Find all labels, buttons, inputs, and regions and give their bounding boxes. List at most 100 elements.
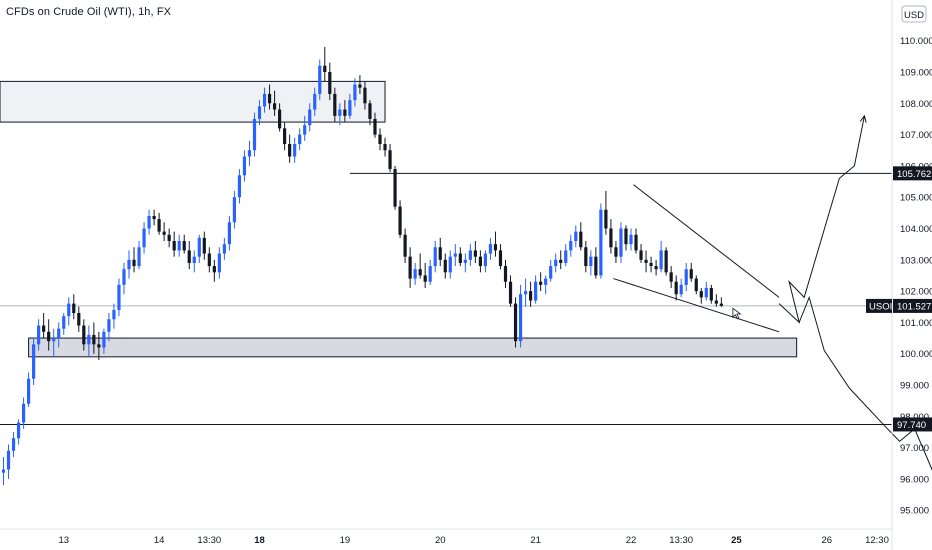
candle[interactable] bbox=[303, 115, 307, 141]
candle[interactable] bbox=[257, 100, 262, 126]
candle[interactable] bbox=[614, 241, 618, 263]
candle[interactable] bbox=[82, 319, 86, 351]
candle[interactable] bbox=[408, 247, 412, 288]
candle[interactable] bbox=[157, 212, 161, 235]
candle[interactable] bbox=[21, 397, 26, 429]
candle[interactable] bbox=[162, 222, 166, 242]
candle[interactable] bbox=[152, 209, 156, 226]
candle[interactable] bbox=[659, 241, 663, 273]
candle[interactable] bbox=[529, 281, 533, 307]
candle[interactable] bbox=[634, 228, 638, 254]
candle[interactable] bbox=[132, 247, 136, 273]
candle[interactable] bbox=[513, 297, 518, 348]
candle[interactable] bbox=[714, 294, 718, 307]
candle[interactable] bbox=[649, 256, 653, 273]
candle[interactable] bbox=[328, 62, 332, 101]
candle[interactable] bbox=[6, 444, 11, 479]
candle[interactable] bbox=[478, 250, 482, 273]
candle[interactable] bbox=[564, 244, 568, 267]
candle[interactable] bbox=[498, 244, 503, 270]
candle[interactable] bbox=[393, 165, 397, 210]
candle[interactable] bbox=[42, 313, 46, 339]
candle[interactable] bbox=[47, 319, 51, 351]
candle[interactable] bbox=[97, 331, 101, 360]
candle[interactable] bbox=[428, 259, 432, 285]
candle[interactable] bbox=[599, 203, 603, 279]
candle[interactable] bbox=[142, 222, 146, 254]
candle[interactable] bbox=[172, 231, 176, 257]
wedge-upper-line[interactable] bbox=[633, 184, 780, 298]
candle[interactable] bbox=[549, 259, 553, 282]
candle[interactable] bbox=[92, 322, 96, 354]
candle[interactable] bbox=[67, 297, 71, 326]
candle[interactable] bbox=[288, 134, 292, 163]
candle[interactable] bbox=[278, 103, 282, 132]
candle[interactable] bbox=[654, 259, 658, 276]
candle[interactable] bbox=[77, 306, 81, 332]
candle[interactable] bbox=[117, 278, 121, 317]
candle[interactable] bbox=[363, 81, 367, 110]
candle[interactable] bbox=[534, 275, 538, 304]
candle[interactable] bbox=[323, 46, 327, 82]
candle[interactable] bbox=[353, 78, 357, 107]
candle[interactable] bbox=[308, 103, 312, 132]
candle[interactable] bbox=[333, 87, 337, 123]
candle[interactable] bbox=[709, 284, 713, 304]
candle[interactable] bbox=[212, 259, 216, 282]
candle[interactable] bbox=[358, 75, 362, 94]
candle[interactable] bbox=[298, 128, 302, 151]
candle[interactable] bbox=[669, 266, 673, 288]
candle[interactable] bbox=[267, 84, 272, 110]
candle[interactable] bbox=[619, 222, 623, 263]
candle[interactable] bbox=[388, 143, 392, 173]
candle[interactable] bbox=[644, 250, 648, 273]
candle[interactable] bbox=[674, 275, 678, 301]
candle[interactable] bbox=[167, 228, 171, 248]
candle[interactable] bbox=[222, 237, 226, 260]
candle[interactable] bbox=[62, 313, 66, 335]
candle[interactable] bbox=[574, 225, 578, 248]
candle[interactable] bbox=[102, 328, 106, 354]
candle[interactable] bbox=[523, 278, 528, 307]
candle[interactable] bbox=[272, 90, 277, 116]
candle[interactable] bbox=[1, 457, 6, 486]
candle[interactable] bbox=[684, 262, 688, 292]
candle[interactable] bbox=[127, 250, 131, 279]
candle[interactable] bbox=[438, 237, 442, 267]
candle[interactable] bbox=[488, 237, 493, 260]
candle[interactable] bbox=[207, 247, 211, 273]
resistance-zone[interactable] bbox=[0, 80, 386, 123]
candle[interactable] bbox=[27, 372, 31, 407]
candle[interactable] bbox=[554, 253, 558, 273]
candle[interactable] bbox=[197, 234, 201, 263]
candle[interactable] bbox=[232, 190, 237, 229]
candle[interactable] bbox=[443, 253, 447, 279]
candle[interactable] bbox=[448, 250, 452, 279]
candle[interactable] bbox=[187, 241, 191, 270]
candle[interactable] bbox=[52, 328, 56, 357]
candle[interactable] bbox=[217, 247, 221, 279]
candle[interactable] bbox=[624, 225, 628, 251]
candle[interactable] bbox=[704, 281, 708, 301]
candle[interactable] bbox=[87, 325, 91, 357]
candle[interactable] bbox=[37, 319, 41, 351]
candle[interactable] bbox=[699, 287, 703, 304]
candle[interactable] bbox=[418, 253, 422, 279]
candle[interactable] bbox=[182, 234, 186, 254]
candle[interactable] bbox=[423, 262, 427, 288]
wedge-lower-line[interactable] bbox=[613, 278, 780, 333]
candle[interactable] bbox=[247, 140, 252, 166]
candle[interactable] bbox=[589, 250, 593, 276]
candle[interactable] bbox=[283, 122, 287, 151]
candle[interactable] bbox=[609, 219, 613, 254]
candle[interactable] bbox=[594, 247, 598, 279]
candle[interactable] bbox=[508, 275, 513, 307]
candle[interactable] bbox=[368, 100, 372, 126]
candle[interactable] bbox=[72, 294, 76, 320]
candle[interactable] bbox=[373, 112, 377, 138]
candle[interactable] bbox=[503, 259, 508, 288]
candle[interactable] bbox=[398, 200, 402, 238]
candle[interactable] bbox=[318, 59, 322, 101]
candle[interactable] bbox=[147, 209, 151, 235]
